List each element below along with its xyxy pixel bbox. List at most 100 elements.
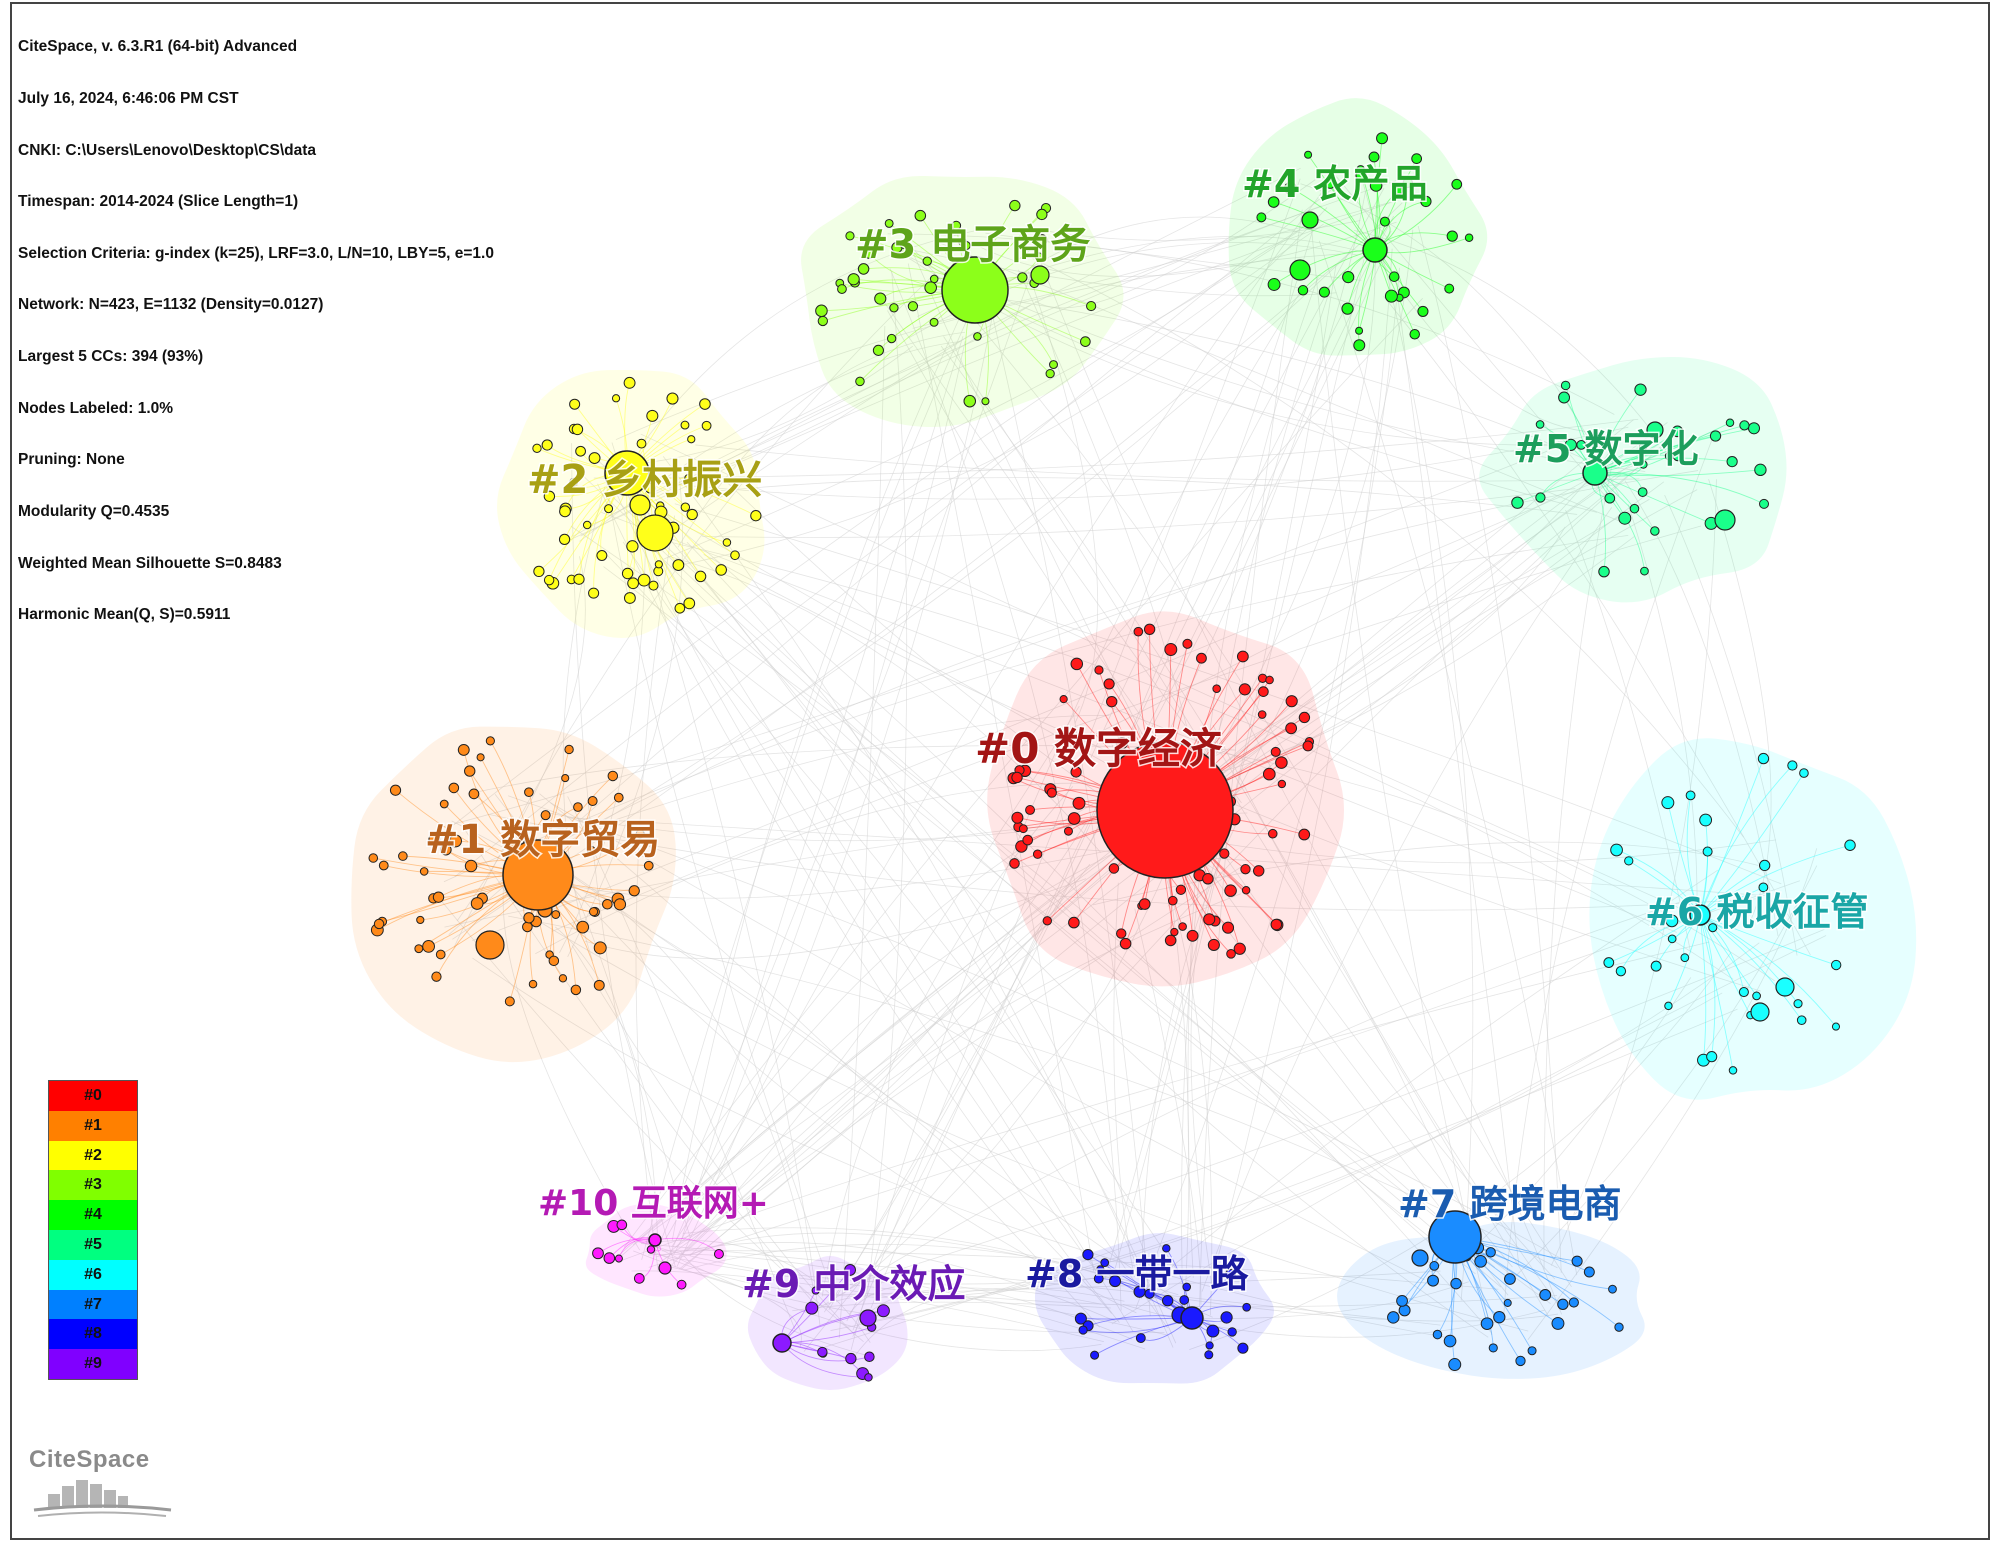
keyword-node [1557,1298,1569,1310]
keyword-node [1640,566,1649,576]
keyword-node [1119,937,1132,950]
cluster-label-0[interactable]: #0 数字经济 [974,723,1225,775]
keyword-node [722,538,732,547]
keyword-node [981,397,990,406]
keyword-node [1072,796,1086,810]
keyword-node [1252,865,1265,877]
keyword-node [845,231,855,241]
keyword-node [596,550,608,561]
keyword-node [1639,460,1648,469]
logo-text: CiteSpace [29,1446,150,1473]
background-edge [681,336,964,1240]
background-edge [1508,865,1818,1284]
keyword-node [1262,767,1276,781]
keyword-node [1831,1022,1841,1031]
keyword-node [524,787,534,798]
background-edge [656,264,1035,1252]
logo-skyline-icon [33,1480,172,1517]
background-edge [631,1270,1104,1343]
keyword-node [683,597,696,610]
background-edge [647,1248,1109,1298]
analysis-info-panel: CiteSpace, v. 6.3.R1 (64-bit) Advanced J… [18,4,494,658]
keyword-node [674,602,686,614]
keyword-node [1485,1247,1496,1258]
keyword-node [1258,686,1269,697]
keyword-node [1427,1274,1439,1287]
background-edge [838,326,886,1338]
background-edge [593,457,1492,1333]
keyword-node [1298,828,1311,841]
keyword-node [872,344,884,356]
keyword-node [1758,882,1769,893]
background-edge [677,331,966,548]
keyword-node [1070,657,1084,671]
keyword-node [540,810,551,821]
background-edge [1210,526,1566,789]
keyword-node [644,482,656,494]
keyword-node [1388,271,1400,282]
keyword-node [1726,455,1738,468]
keyword-node [1493,1311,1506,1324]
keyword-node [1242,1302,1252,1312]
cluster-label-7[interactable]: #7 跨境电商 [1397,1181,1624,1228]
background-edge [623,298,1423,1248]
cluster-label-3[interactable]: #3 电子商务 [854,221,1092,270]
background-edge [645,1240,1102,1352]
keyword-node [1451,178,1463,190]
keyword-node [1738,987,1749,998]
cluster-label-8[interactable]: #8 一带一路 [1024,1251,1252,1298]
keyword-node [1009,199,1021,212]
keyword-node [592,1247,604,1260]
keyword-node [648,580,659,591]
cluster-label-10[interactable]: #10 互联网+ [537,1182,771,1226]
keyword-node [1396,1294,1408,1307]
keyword-node [561,774,570,783]
background-edge [1113,882,1135,1277]
cluster-edge [1594,472,1645,572]
keyword-node [1226,948,1236,959]
background-edge [1210,248,1393,1285]
cluster-label-5[interactable]: #5 数字化 [1512,426,1701,473]
keyword-node [621,567,634,580]
background-edge [550,802,1425,1281]
keyword-node [1080,336,1091,347]
keyword-node [1267,196,1280,208]
keyword-node-large [475,930,505,960]
background-edge [671,317,961,1241]
background-edge [555,926,659,1244]
keyword-node [1728,1066,1738,1075]
keyword-node [588,907,599,917]
keyword-node [1432,1329,1443,1340]
keyword-node [1237,1342,1249,1354]
cluster-label-1[interactable]: #1 数字贸易 [424,816,662,865]
keyword-node [1204,1350,1214,1360]
background-edge [668,893,1241,1269]
keyword-node [1207,938,1220,952]
background-edge [1080,470,1604,743]
keyword-node [1402,177,1413,189]
legend-item-5: #5 [49,1229,137,1260]
cluster-label-4[interactable]: #4 农产品 [1241,161,1430,208]
keyword-node [593,979,605,991]
keyword-node [855,376,865,387]
keyword-node [522,921,533,933]
keyword-node [582,520,592,530]
keyword-node [1063,826,1073,836]
keyword-node [588,452,601,464]
keyword-node [1011,771,1023,784]
keyword-node [907,301,919,312]
cluster-label-9[interactable]: #9 中介效应 [741,1261,968,1308]
keyword-node [1420,195,1432,208]
legend-item-9: #9 [49,1349,137,1379]
keyword-node [616,1219,628,1231]
info-line-selection: Selection Criteria: g-index (k=25), LRF=… [18,244,494,262]
background-edge [1176,834,1777,864]
cluster-label-2[interactable]: #2 乡村振兴 [526,456,764,505]
keyword-node-large [859,1309,877,1327]
cluster-edge [1594,424,1745,474]
keyword-node [587,796,598,807]
keyword-node [1219,848,1230,859]
cluster-label-6[interactable]: #6 税收征管 [1644,889,1871,936]
background-edge [584,878,1087,959]
keyword-node [864,1373,873,1382]
